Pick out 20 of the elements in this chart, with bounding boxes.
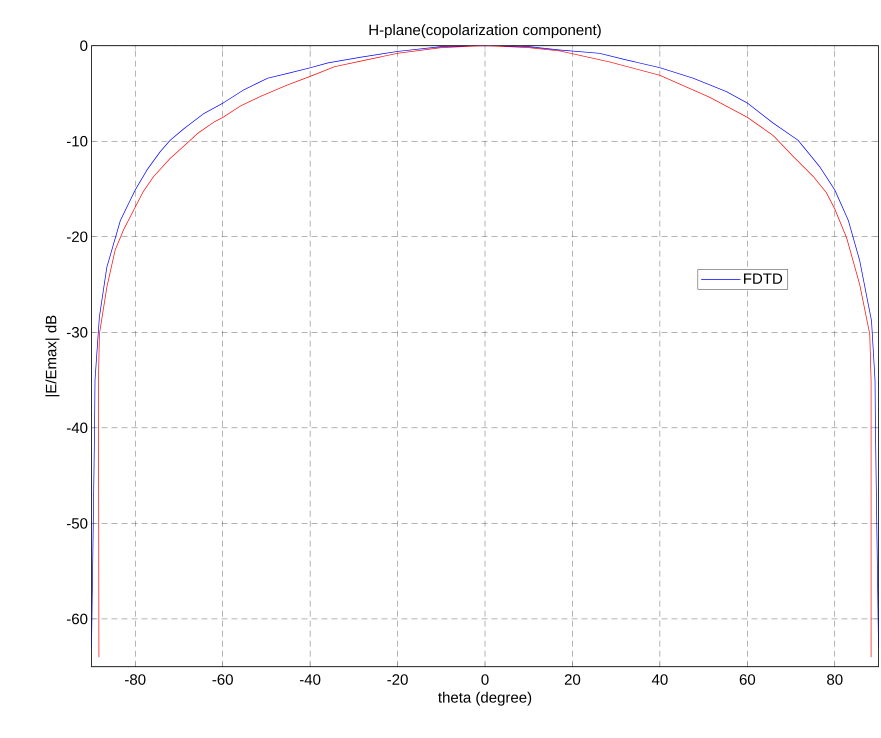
y-tick-label: -30 <box>66 327 88 338</box>
y-tick-label: -20 <box>66 232 88 242</box>
x-tick-label: 40 <box>652 674 668 685</box>
x-tick-label: -60 <box>212 674 233 685</box>
y-axis-title: |E/Emax| dB <box>45 316 60 396</box>
y-tick-label: -60 <box>66 614 88 624</box>
x-axis-title: theta (degree) <box>438 692 532 706</box>
y-tick-label: -50 <box>66 518 88 529</box>
y-tick-label: -40 <box>66 422 88 434</box>
y-tick-label: -10 <box>66 136 88 147</box>
y-tick-label: 0 <box>80 40 88 52</box>
x-tick-label: 20 <box>564 674 580 685</box>
x-tick-label: -20 <box>387 674 408 685</box>
x-tick-label: 80 <box>827 674 843 685</box>
x-tick-label: -40 <box>300 674 320 685</box>
chart-title: H-plane(copolarization component) <box>370 24 601 38</box>
x-tick-label: 60 <box>740 674 756 685</box>
x-tick-label: 0 <box>481 674 489 685</box>
x-tick-label: -80 <box>125 674 146 685</box>
legend-label: FDTD <box>744 274 782 284</box>
